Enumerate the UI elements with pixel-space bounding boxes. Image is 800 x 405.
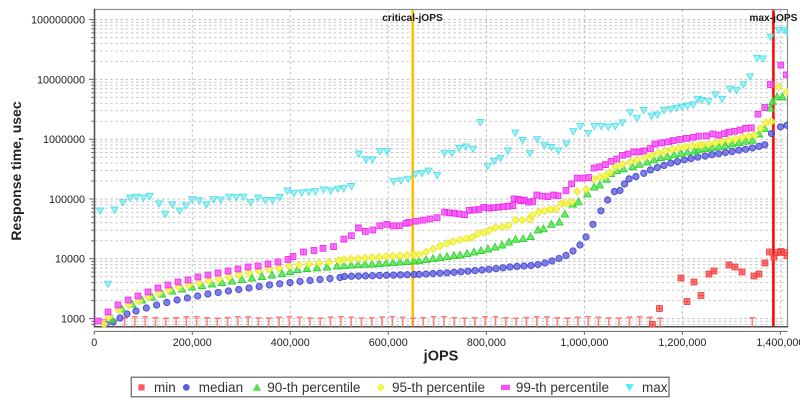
svg-text:100000: 100000	[49, 194, 85, 206]
svg-text:min: min	[154, 380, 176, 395]
svg-text:Response time, usec: Response time, usec	[8, 101, 24, 240]
svg-text:0: 0	[91, 337, 97, 349]
svg-text:max: max	[642, 380, 668, 395]
svg-text:600,000: 600,000	[369, 337, 408, 349]
svg-text:100000000: 100000000	[31, 15, 85, 27]
svg-text:max-jOPS: max-jOPS	[749, 13, 797, 24]
svg-text:90-th percentile: 90-th percentile	[267, 380, 360, 395]
svg-text:median: median	[199, 380, 243, 395]
svg-text:1,200,000: 1,200,000	[658, 337, 706, 349]
svg-text:400,000: 400,000	[271, 337, 310, 349]
svg-text:1,400,000: 1,400,000	[756, 337, 800, 349]
svg-text:95-th percentile: 95-th percentile	[392, 380, 485, 395]
svg-text:800,000: 800,000	[467, 337, 506, 349]
svg-text:10000000: 10000000	[37, 74, 85, 86]
svg-text:critical-jOPS: critical-jOPS	[382, 13, 443, 24]
svg-text:1,000,000: 1,000,000	[560, 337, 608, 349]
svg-text:jOPS: jOPS	[423, 349, 459, 365]
svg-text:99-th percentile: 99-th percentile	[516, 380, 609, 395]
svg-text:10000: 10000	[55, 254, 85, 266]
svg-text:200,000: 200,000	[173, 337, 212, 349]
svg-text:1000: 1000	[61, 314, 85, 326]
svg-text:1000000: 1000000	[43, 134, 85, 146]
